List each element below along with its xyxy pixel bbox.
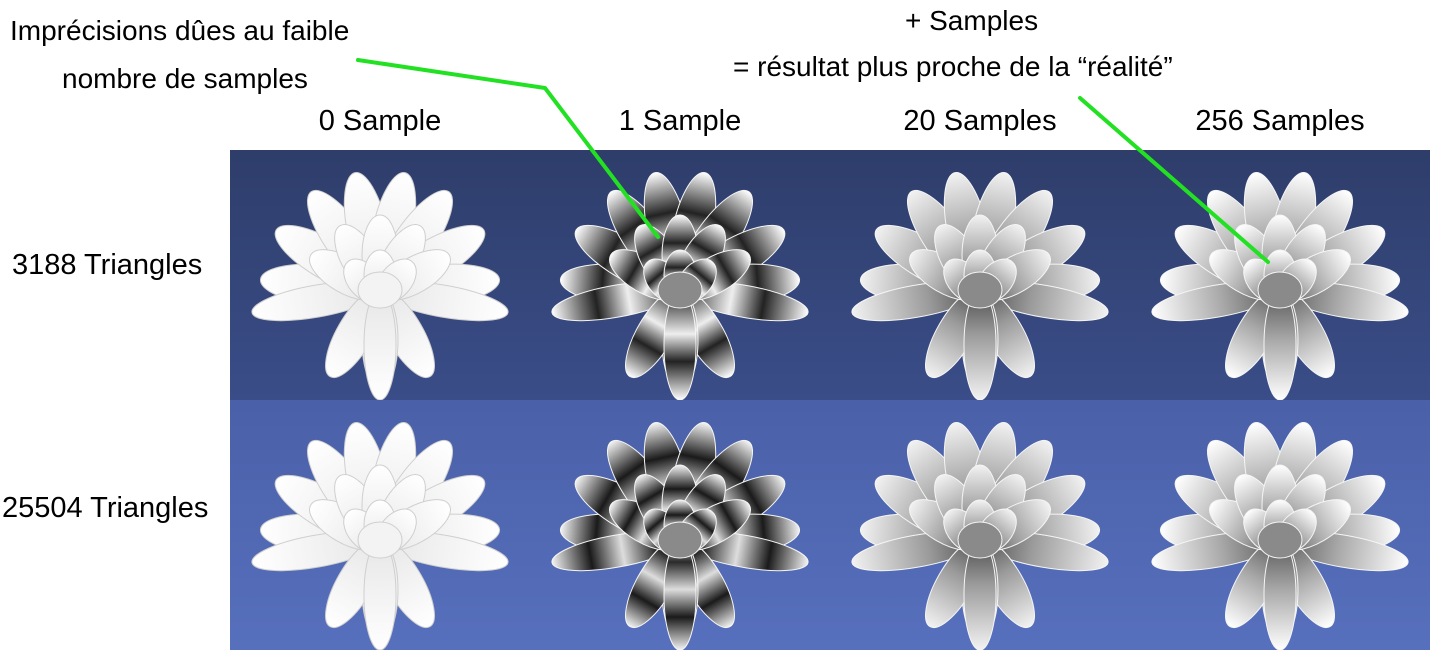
render-3188-20-samples [830, 150, 1130, 400]
column-header-256-samples: 256 Samples [1195, 105, 1365, 137]
row-header-3188-triangles: 3188 Triangles [12, 249, 203, 281]
lotus-flower-render [251, 421, 509, 650]
lotus-flower-render [551, 171, 809, 400]
render-25504-1-sample [530, 400, 830, 650]
column-header-1-sample: 1 Sample [618, 105, 742, 137]
render-25504-256-samples [1130, 400, 1430, 650]
lotus-flower-render [1151, 421, 1409, 650]
annotation-low-samples-line1: Imprécisions dûes au faible [10, 15, 350, 46]
lotus-flower-render [851, 171, 1109, 400]
annotation-more-samples-line2: = résultat plus proche de la “réalité” [733, 51, 1173, 82]
render-25504-0-sample [230, 400, 530, 650]
column-header-0-sample: 0 Sample [318, 105, 442, 137]
lotus-flower-render [851, 421, 1109, 650]
render-25504-20-samples [830, 400, 1130, 650]
column-header-20-samples: 20 Samples [903, 105, 1057, 137]
lotus-flower-render [251, 171, 509, 400]
lotus-flower-render [1151, 171, 1409, 400]
render-grid [230, 150, 1430, 650]
annotation-more-samples-line1: + Samples [905, 5, 1039, 36]
lotus-flower-render [551, 421, 809, 650]
annotation-low-samples-line2: nombre de samples [62, 63, 308, 94]
render-3188-1-sample [530, 150, 830, 400]
row-header-25504-triangles: 25504 Triangles [2, 492, 209, 524]
render-3188-0-sample [230, 150, 530, 400]
render-3188-256-samples [1130, 150, 1430, 400]
